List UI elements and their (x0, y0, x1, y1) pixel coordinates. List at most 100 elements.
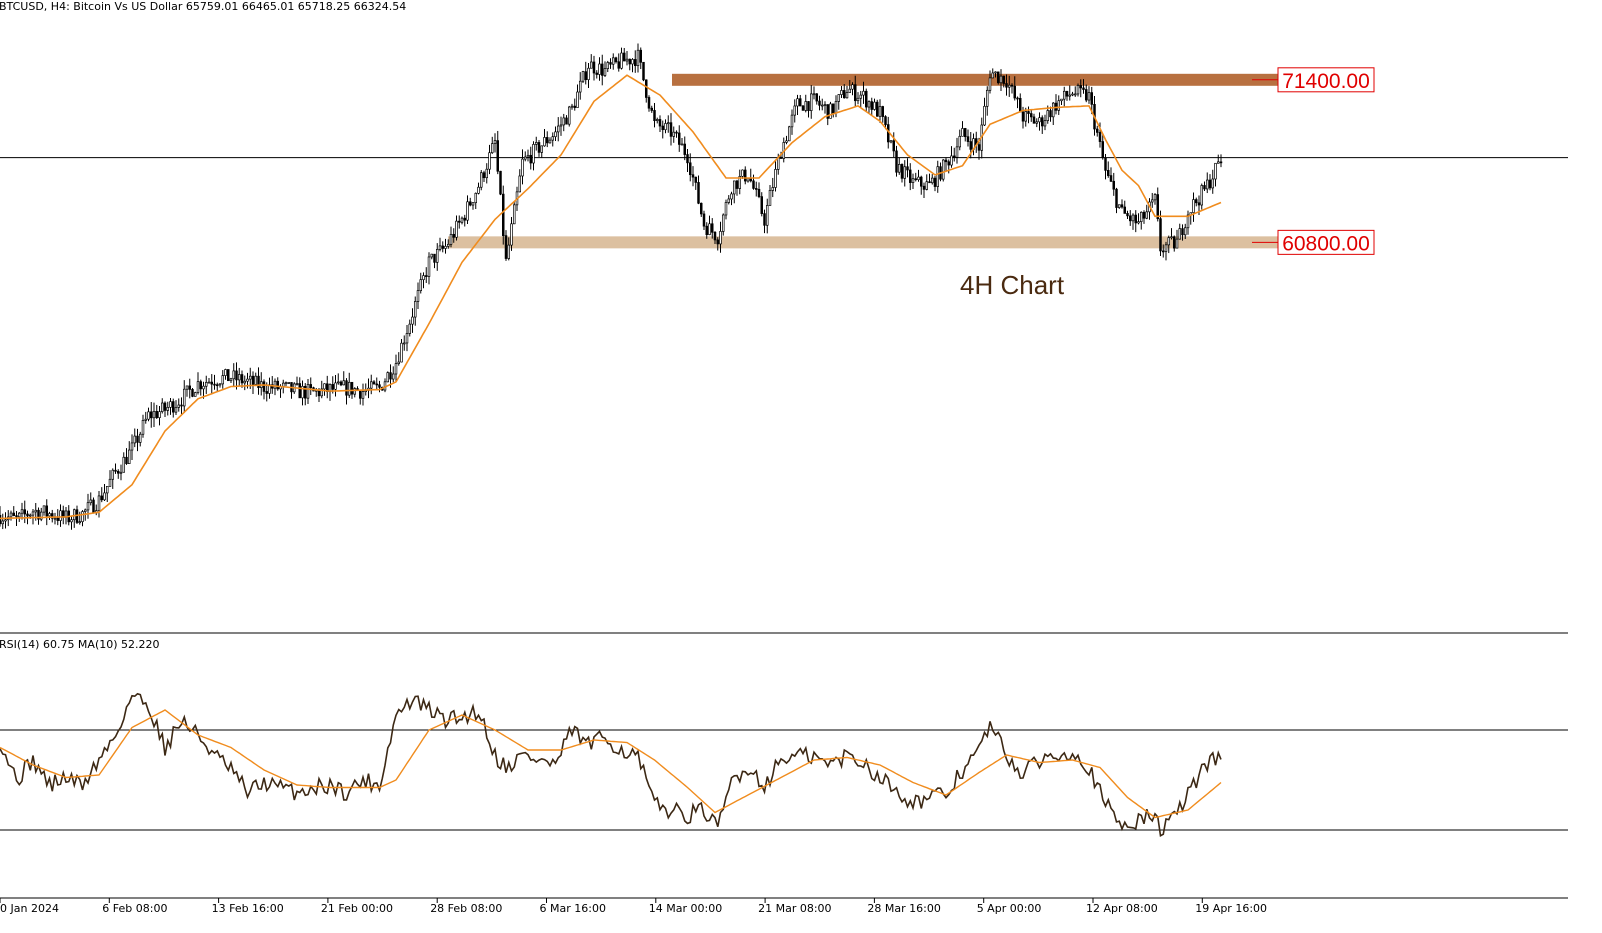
candle (1071, 91, 1074, 97)
candle (0, 506, 2, 527)
candle (853, 75, 857, 107)
candle (155, 404, 159, 419)
candle (510, 216, 513, 251)
candle (1016, 96, 1019, 109)
candle (972, 133, 975, 156)
candle (636, 43, 640, 73)
candle (81, 510, 84, 527)
candle (523, 151, 527, 162)
candle (9, 510, 13, 521)
candle (1203, 181, 1206, 191)
candle (425, 267, 428, 283)
candle (414, 296, 417, 326)
candle (466, 195, 469, 225)
candle (823, 101, 827, 114)
candle (655, 117, 659, 124)
candle (42, 505, 46, 516)
candle (974, 131, 978, 153)
candle (999, 69, 1003, 92)
candle (251, 371, 255, 395)
candle (1150, 192, 1154, 208)
candle (359, 389, 362, 405)
candle (554, 126, 557, 142)
candle (895, 145, 898, 177)
candle (507, 237, 511, 261)
candle (807, 101, 810, 118)
candle (881, 105, 884, 123)
candle (37, 507, 40, 525)
candle (1211, 169, 1214, 194)
candle (1079, 79, 1082, 98)
x-tick-label: 13 Feb 16:00 (212, 902, 284, 915)
candle (111, 468, 114, 489)
x-tick-label: 19 Apr 16:00 (1195, 902, 1267, 915)
candle (765, 198, 769, 234)
candle (790, 109, 794, 135)
candle (392, 366, 395, 383)
candle (1038, 112, 1041, 131)
candle (988, 70, 992, 94)
x-tick-label: 14 Mar 00:00 (649, 902, 722, 915)
candle (985, 86, 989, 116)
candle (1073, 86, 1077, 97)
candle (485, 163, 489, 184)
candle (994, 71, 997, 78)
candle (174, 400, 178, 416)
candle (1054, 94, 1058, 115)
candle (826, 104, 829, 126)
candle (438, 237, 442, 252)
candle (735, 179, 739, 196)
candle (92, 497, 95, 514)
candle (1112, 172, 1115, 196)
candle (108, 470, 112, 487)
candle (72, 508, 76, 528)
candle (743, 166, 747, 185)
candle (963, 127, 967, 142)
candle (1126, 210, 1129, 220)
candle (295, 376, 299, 386)
candle (840, 86, 843, 99)
candle (141, 414, 145, 438)
candle (716, 237, 719, 251)
candle (631, 58, 634, 73)
candle (254, 372, 258, 386)
candle (150, 402, 153, 428)
candle (1145, 204, 1148, 220)
candle (105, 486, 109, 503)
candle (526, 149, 530, 162)
candle (1148, 198, 1151, 220)
candle (18, 511, 21, 522)
candle (386, 371, 390, 383)
candle (48, 511, 51, 520)
candle (152, 402, 156, 427)
candle (130, 434, 134, 460)
candle (576, 84, 579, 108)
candle (383, 378, 387, 393)
candle (851, 82, 854, 96)
candle (837, 94, 840, 110)
candle (730, 191, 733, 206)
candle (1101, 133, 1104, 160)
candle (64, 507, 68, 525)
candle (1167, 235, 1170, 254)
candle (449, 226, 453, 248)
candle (556, 117, 560, 142)
candle (1208, 174, 1212, 191)
candle (194, 391, 197, 397)
candle (845, 85, 849, 99)
candle (1104, 153, 1107, 180)
candle (328, 383, 332, 401)
candle (540, 145, 543, 159)
candle (31, 508, 35, 525)
candle (724, 199, 728, 220)
candle (116, 469, 120, 479)
candle (284, 381, 288, 387)
candle (1181, 224, 1184, 241)
candle (460, 216, 464, 225)
candle (565, 115, 568, 125)
candle (114, 463, 117, 474)
candle (529, 146, 532, 170)
x-tick-label: 30 Jan 2024 (0, 902, 59, 915)
candle (889, 140, 893, 144)
